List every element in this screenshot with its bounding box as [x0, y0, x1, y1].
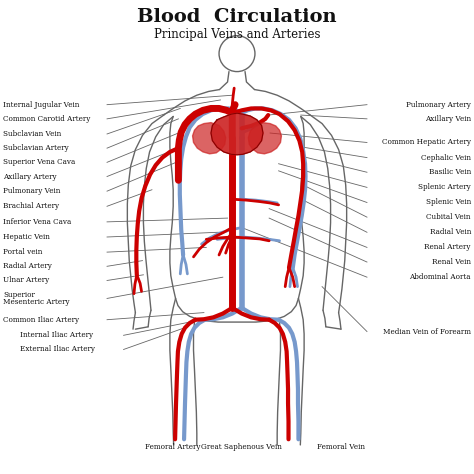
Text: Great Saphenous Vein: Great Saphenous Vein: [201, 443, 282, 451]
Text: Cephalic Vein: Cephalic Vein: [421, 154, 471, 162]
Text: Femoral Artery: Femoral Artery: [146, 443, 201, 451]
Text: Common Carotid Artery: Common Carotid Artery: [3, 115, 91, 123]
Text: Splenic Artery: Splenic Artery: [418, 183, 471, 191]
Text: Subclavian Vein: Subclavian Vein: [3, 130, 61, 138]
Text: Axillary Artery: Axillary Artery: [3, 173, 57, 181]
Text: Internal Iliac Artery: Internal Iliac Artery: [19, 331, 93, 339]
Text: Hepatic Vein: Hepatic Vein: [3, 233, 50, 241]
Text: Common Iliac Artery: Common Iliac Artery: [3, 316, 79, 324]
Text: Femoral Vein: Femoral Vein: [317, 443, 365, 451]
Polygon shape: [248, 123, 282, 154]
Text: Inferior Vena Cava: Inferior Vena Cava: [3, 218, 71, 226]
Text: Axillary Vein: Axillary Vein: [425, 115, 471, 123]
Text: Median Vein of Forearm: Median Vein of Forearm: [383, 328, 471, 336]
Text: Basilic Vein: Basilic Vein: [428, 168, 471, 176]
Text: External Iliac Artery: External Iliac Artery: [19, 346, 95, 354]
Polygon shape: [211, 113, 263, 155]
Text: Superior
Mesenteric Artery: Superior Mesenteric Artery: [3, 291, 70, 306]
Polygon shape: [192, 123, 226, 154]
Text: Blood  Circulation: Blood Circulation: [137, 8, 337, 26]
Text: Abdominal Aorta: Abdominal Aorta: [410, 273, 471, 281]
Text: Radial Artery: Radial Artery: [3, 262, 52, 270]
Text: Superior Vena Cava: Superior Vena Cava: [3, 158, 75, 166]
Text: Subclavian Artery: Subclavian Artery: [3, 144, 69, 152]
Text: Common Hepatic Artery: Common Hepatic Artery: [382, 138, 471, 146]
Text: Cubital Vein: Cubital Vein: [427, 213, 471, 221]
Text: Pulmonary Artery: Pulmonary Artery: [406, 100, 471, 109]
Text: Renal Vein: Renal Vein: [432, 258, 471, 266]
Text: Radial Vein: Radial Vein: [429, 228, 471, 236]
Text: Pulmonary Vein: Pulmonary Vein: [3, 187, 60, 195]
Text: Internal Jugular Vein: Internal Jugular Vein: [3, 100, 80, 109]
Text: Renal Artery: Renal Artery: [424, 243, 471, 251]
Text: Ulnar Artery: Ulnar Artery: [3, 276, 49, 284]
Text: Principal Veins and Arteries: Principal Veins and Arteries: [154, 28, 320, 41]
Text: Brachial Artery: Brachial Artery: [3, 202, 59, 210]
Text: Portal vein: Portal vein: [3, 248, 43, 256]
Text: Splenic Vein: Splenic Vein: [426, 199, 471, 207]
